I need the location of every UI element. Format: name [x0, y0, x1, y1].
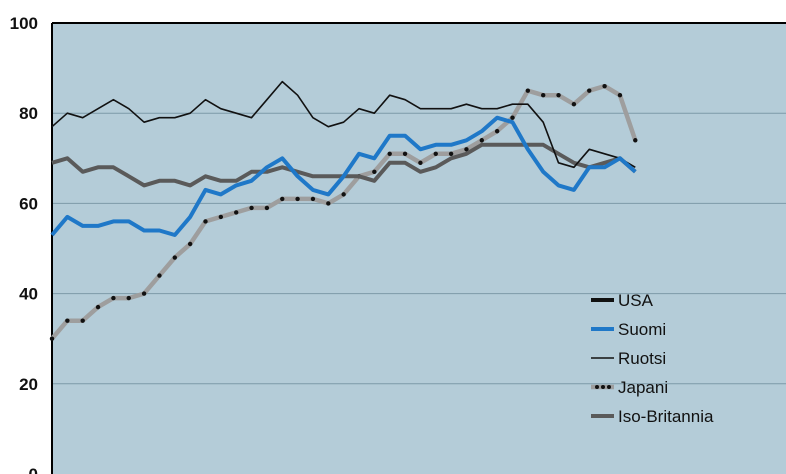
- data-point-japani-21: [372, 169, 377, 175]
- data-point-japani-14: [264, 205, 270, 211]
- data-point-japani-30: [510, 115, 515, 120]
- data-point-japani-33: [556, 92, 561, 98]
- series-line-suomi: [50, 115, 637, 237]
- y-tick-label-60: 60: [19, 194, 38, 213]
- data-point-japani-1: [65, 318, 70, 323]
- series-line-ruotsi: [51, 80, 636, 169]
- data-point-japani-12: [234, 210, 239, 215]
- data-point-japani-11: [218, 214, 224, 220]
- legend-label-iso-britannia: Iso-Britannia: [618, 407, 714, 426]
- legend: USA Suomi Ruotsi Japani Iso-Britannia: [591, 291, 714, 426]
- data-point-japani-27: [464, 147, 469, 152]
- y-tick-label-0: 0: [29, 465, 38, 474]
- legend-dot-japani-1: [601, 385, 605, 389]
- data-point-japani-26: [448, 151, 454, 156]
- legend-label-ruotsi: Ruotsi: [618, 349, 666, 368]
- data-point-japani-2: [80, 318, 85, 323]
- data-point-japani-5: [126, 295, 131, 301]
- data-point-japani-18: [326, 201, 331, 206]
- y-tick-labels: 0 20 40 60 80 100: [10, 14, 38, 474]
- data-point-japani-6: [141, 291, 147, 296]
- legend-label-usa: USA: [618, 291, 654, 310]
- data-point-japani-34: [571, 101, 577, 107]
- data-point-japani-36: [602, 83, 607, 89]
- data-point-japani-37: [617, 92, 623, 98]
- legend-dot-japani-0: [595, 385, 599, 389]
- data-point-japani-17: [310, 196, 316, 202]
- data-point-japani-8: [172, 255, 177, 260]
- gridlines: [52, 112, 786, 385]
- data-point-japani-19: [341, 192, 346, 197]
- y-tick-label-20: 20: [19, 375, 38, 394]
- data-point-japani-23: [402, 151, 408, 156]
- data-point-japani-31: [525, 88, 531, 93]
- data-point-japani-35: [587, 88, 592, 93]
- data-point-japani-29: [494, 129, 500, 134]
- y-tick-label-100: 100: [10, 14, 38, 33]
- legend-label-suomi: Suomi: [618, 320, 666, 339]
- data-point-japani-22: [387, 151, 392, 156]
- data-point-japani-7: [157, 273, 162, 278]
- data-point-japani-10: [203, 219, 208, 224]
- data-point-japani-25: [433, 151, 438, 156]
- data-point-japani-32: [541, 92, 546, 98]
- data-point-japani-24: [418, 160, 423, 166]
- plot-background: [52, 23, 786, 474]
- data-point-japani-16: [295, 196, 300, 202]
- series-lines: [49, 80, 638, 341]
- y-tick-label-80: 80: [19, 104, 38, 123]
- data-point-japani-28: [479, 138, 484, 143]
- y-tick-label-40: 40: [19, 285, 38, 304]
- data-point-japani-9: [187, 241, 193, 247]
- data-point-japani-4: [111, 295, 116, 301]
- data-point-japani-3: [95, 304, 101, 310]
- data-point-japani-15: [280, 196, 285, 202]
- data-point-japani-38: [633, 138, 638, 143]
- data-point-japani-13: [249, 205, 254, 211]
- data-point-japani-0: [49, 336, 55, 341]
- legend-dot-japani-2: [607, 385, 611, 389]
- legend-label-japani: Japani: [618, 378, 668, 397]
